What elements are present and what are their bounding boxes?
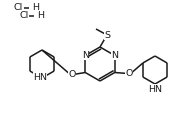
Text: S: S <box>104 30 110 39</box>
Text: HN: HN <box>148 84 162 93</box>
Text: H: H <box>37 11 44 20</box>
Text: O: O <box>125 69 132 78</box>
Text: N: N <box>82 51 89 60</box>
Text: H: H <box>32 4 39 13</box>
Text: HN: HN <box>33 72 47 81</box>
Text: N: N <box>111 51 118 60</box>
Text: Cl: Cl <box>19 11 28 20</box>
Text: O: O <box>69 70 76 79</box>
Text: Cl: Cl <box>14 4 23 13</box>
